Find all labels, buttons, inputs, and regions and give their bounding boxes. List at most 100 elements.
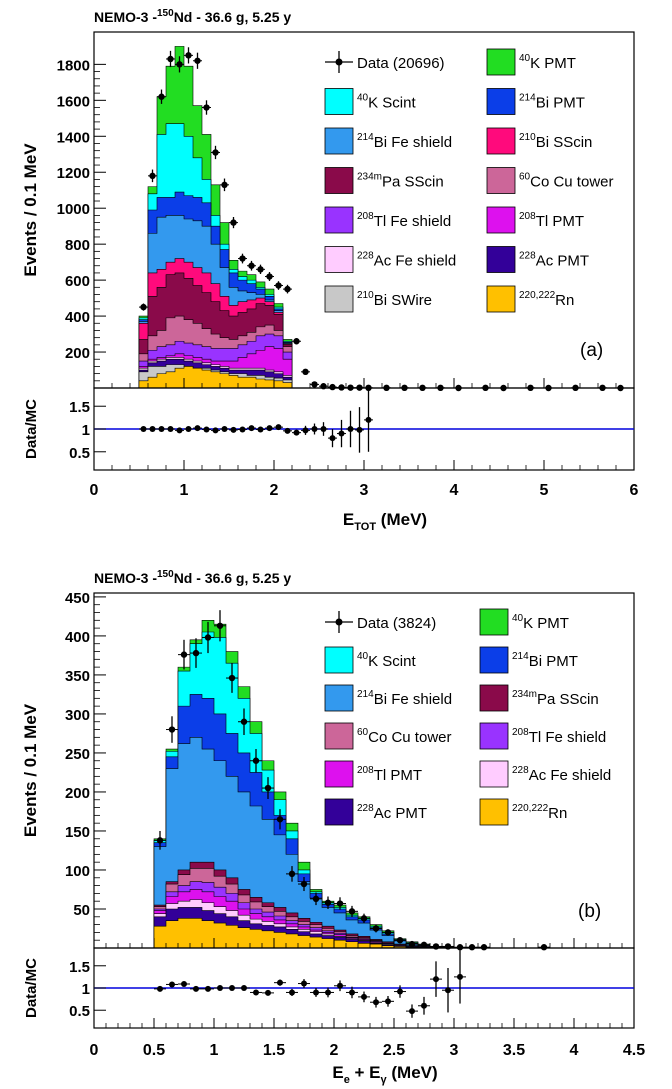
marker (275, 424, 282, 431)
legend-label: 208Tl PMT (519, 211, 584, 230)
ratio-point (334, 980, 346, 992)
y-tick-label: 300 (65, 707, 90, 724)
marker (230, 219, 237, 226)
data-point (616, 384, 625, 392)
ratio-point (190, 985, 202, 992)
marker (240, 718, 248, 725)
legend-label: 214Bi Fe shield (357, 689, 452, 708)
legend-text: Bi SScin (536, 134, 593, 151)
legend-swatch (324, 206, 354, 234)
x-tick-label: 3.5 (503, 1042, 525, 1059)
legend-label: 40K Scint (357, 651, 416, 670)
legend-label: 60Co Cu tower (357, 727, 452, 746)
ratio-point (370, 996, 382, 1008)
data-point (298, 877, 310, 892)
ratio-point (364, 388, 373, 452)
ratio-y-axis-label: Data/MC (23, 399, 40, 459)
marker (140, 303, 147, 311)
marker (149, 172, 156, 180)
legend-sup: 40 (519, 53, 531, 64)
ratio-point (202, 985, 214, 992)
legend-text: Tl Fe shield (529, 729, 607, 746)
ratio-point (184, 426, 193, 432)
legend-text: K PMT (523, 615, 569, 632)
ratio-point (193, 425, 202, 432)
legend-text: K Scint (368, 653, 416, 670)
x-label-rest: (MeV) (376, 510, 427, 529)
x-tick-label: 4.5 (623, 1042, 645, 1059)
x-tick-label: 2 (270, 482, 279, 499)
marker (444, 943, 452, 950)
ratio-point (322, 987, 334, 998)
legend-entry: Data (3824) (325, 611, 436, 633)
legend-sup: 214 (357, 689, 374, 700)
legend-entry: 60Co Cu tower (486, 167, 614, 194)
legend-entry: 214Bi PMT (479, 646, 578, 674)
legend-sup: 234m (512, 689, 537, 700)
legend-swatch (486, 48, 516, 76)
marker (356, 426, 363, 433)
legend-swatch (479, 722, 509, 750)
x-label-main: E (343, 510, 354, 529)
marker (176, 427, 183, 434)
ratio-point (262, 989, 274, 996)
marker (264, 784, 272, 792)
marker (302, 368, 309, 376)
legend-entry: Data (20696) (325, 51, 445, 73)
data-point (310, 892, 322, 906)
legend-sup: 214 (519, 93, 536, 104)
panel-label: (a) (580, 340, 603, 361)
title-sup: 150 (157, 569, 174, 580)
y-tick-label: 1800 (57, 57, 90, 74)
legend-text: Pa SScin (382, 174, 444, 191)
legend-entry: 210Bi SWire (324, 285, 432, 313)
y-tick-label: 1600 (57, 93, 90, 110)
x-axis-label: Ee + Eγ (MeV) (332, 1063, 437, 1086)
marker (181, 981, 187, 987)
legend-label: 210Bi SScin (519, 132, 592, 151)
ratio-point (154, 985, 166, 992)
marker (337, 982, 343, 989)
marker (409, 1008, 415, 1015)
data-point (274, 281, 283, 290)
data-point (214, 610, 226, 642)
ratio-y-axis-label: Data/MC (23, 958, 40, 1018)
marker (156, 837, 164, 844)
marker (167, 55, 174, 63)
legend-text: Bi PMT (536, 95, 585, 112)
chart-title: NEMO-3 -150Nd - 36.6 g, 5.25 y (94, 569, 291, 586)
data-point (322, 896, 334, 909)
ratio-point (418, 996, 430, 1015)
ratio-point (328, 429, 337, 448)
data-point (370, 924, 382, 933)
data-point (292, 338, 301, 345)
x-axis-ticks: 0 0.5 1 1.5 2 2.5 3 3.5 4 4.5 (90, 938, 645, 1059)
legend-label: 210Bi SWire (357, 290, 432, 309)
legend-sup: 228 (357, 803, 374, 814)
ratio-point (238, 985, 250, 991)
legend-entry: 40K Scint (324, 646, 416, 674)
legend-entry: 40K PMT (486, 48, 576, 76)
data-point (247, 260, 256, 271)
data-point (166, 716, 178, 743)
legend-label: 214Bi Fe shield (357, 132, 452, 151)
marker (257, 426, 264, 433)
legend-swatch (324, 798, 354, 826)
data-point (418, 384, 427, 392)
legend-text: K Scint (368, 95, 416, 112)
marker (158, 426, 165, 432)
marker (302, 427, 309, 434)
legend-label: 228Ac Fe shield (357, 251, 456, 270)
marker (241, 985, 247, 991)
legend-text: Co Cu tower (530, 174, 613, 191)
marker (311, 426, 318, 432)
data-point (382, 384, 391, 392)
data-point (175, 56, 184, 73)
chart-title: NEMO-3 -150Nd - 36.6 g, 5.25 y (94, 8, 291, 25)
marker (185, 426, 192, 432)
data-point (262, 777, 274, 799)
marker (167, 426, 174, 432)
legend-entry: 214Bi Fe shield (324, 127, 452, 155)
marker (329, 383, 336, 391)
